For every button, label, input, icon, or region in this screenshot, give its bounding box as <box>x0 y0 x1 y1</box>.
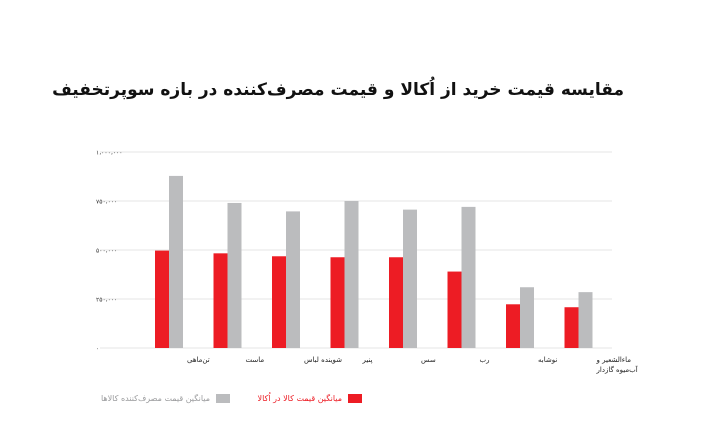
legend-label-okala-price: میانگین قیمت کالا در اُکالا <box>257 394 342 403</box>
bar-okala-price <box>564 307 579 348</box>
category-label: ماءالشعیر و آب‌میوه گازدار <box>596 356 639 374</box>
bars <box>155 175 593 348</box>
bar-okala-price <box>272 256 286 348</box>
bar-okala-price <box>447 271 462 348</box>
legend-label-consumer-price: میانگین قیمت مصرف‌کننده کالاها <box>100 394 210 403</box>
bar-consumer-price <box>344 201 359 348</box>
y-tick-label: ۰ <box>96 346 99 353</box>
bar-consumer-price <box>520 287 534 348</box>
y-axis-tick-labels: ۰ ۲۵۰،۰۰۰ ۵۰۰،۰۰۰ ۷۵۰،۰۰۰ ۱،۰۰۰،۰۰۰ <box>96 150 122 353</box>
y-tick-label: ۱،۰۰۰،۰۰۰ <box>96 150 122 157</box>
category-label: تن‌ماهی <box>187 356 210 364</box>
bar-okala-price <box>506 304 520 348</box>
y-tick-label: ۲۵۰،۰۰۰ <box>96 297 117 304</box>
bar-okala-price <box>213 253 228 348</box>
category-label: ماست <box>246 356 265 364</box>
category-label: سس <box>421 356 436 364</box>
chart-title: مقایسه قیمت خرید از اُکالا و قیمت مصرف‌ک… <box>52 80 624 100</box>
bar-okala-price <box>389 257 403 348</box>
bar-okala-price <box>155 250 169 348</box>
legend-item-consumer-price: میانگین قیمت مصرف‌کننده کالاها <box>96 394 230 403</box>
y-tick-label: ۵۰۰،۰۰۰ <box>96 248 117 255</box>
bar-consumer-price <box>169 175 183 348</box>
category-label: رب <box>480 356 490 364</box>
category-label: شوینده لباس <box>304 356 342 364</box>
legend-item-okala-price: میانگین قیمت کالا در اُکالا <box>250 394 362 403</box>
x-axis-category-labels: تن‌ماهی ماست شوینده لباس پنیر سس رب نوشابه ماءا… <box>187 356 639 374</box>
bar-consumer-price <box>578 292 593 348</box>
legend-swatch-gray <box>216 394 230 403</box>
legend-swatch-red <box>348 394 362 403</box>
category-label: پنیر <box>362 356 373 364</box>
bar-consumer-price <box>461 206 476 348</box>
bar-consumer-price <box>227 202 242 348</box>
category-label: نوشابه <box>538 356 557 364</box>
bar-consumer-price <box>403 209 417 348</box>
bar-okala-price <box>330 257 345 348</box>
bar-consumer-price <box>286 211 300 348</box>
y-tick-label: ۷۵۰،۰۰۰ <box>96 199 117 206</box>
